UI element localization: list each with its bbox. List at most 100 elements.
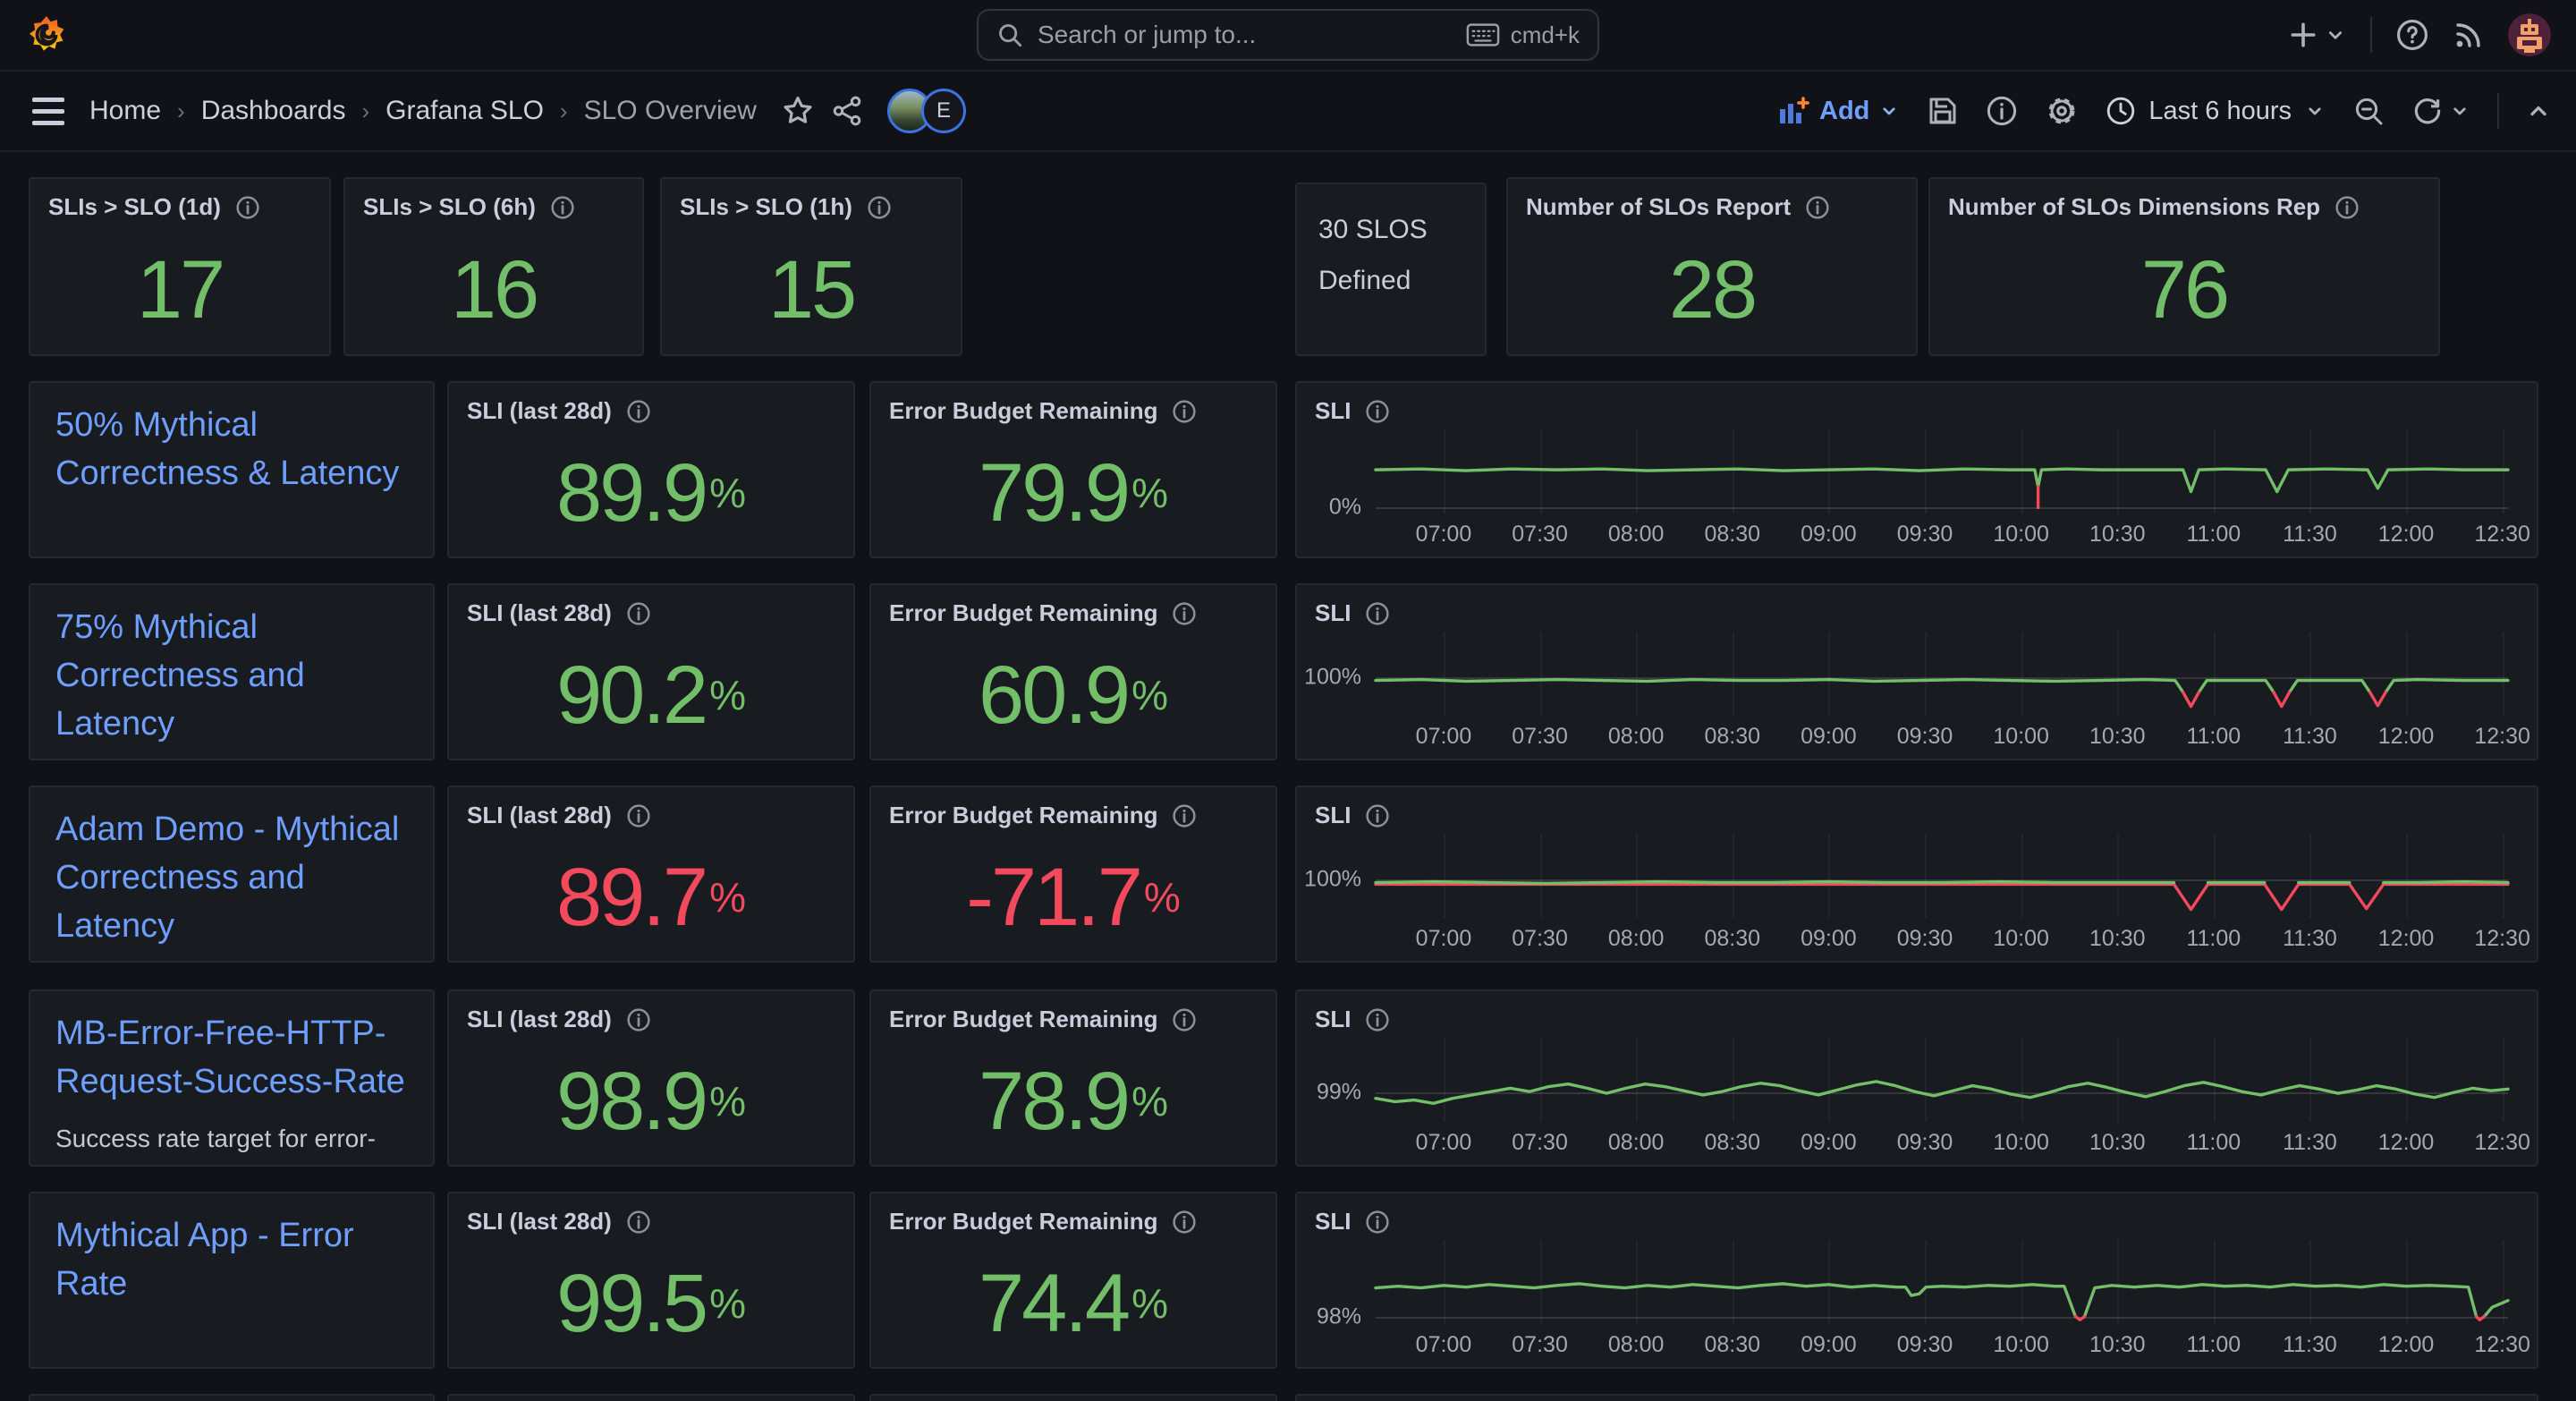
panel-slo-link: Mythical App - Error Rate — [29, 1192, 435, 1369]
grid-line — [2213, 834, 2216, 918]
slo-link[interactable]: 75% Mythical Correctness and Latency — [55, 608, 305, 743]
info-icon[interactable] — [1172, 399, 1197, 424]
breadcrumb-current: SLO Overview — [583, 96, 757, 125]
viewers: E — [886, 89, 966, 133]
slo-link[interactable]: 50% Mythical Correctness & Latency — [55, 406, 400, 492]
menu-toggle[interactable] — [25, 90, 72, 132]
stat-value: 89.7% — [556, 851, 746, 943]
info-icon[interactable] — [1172, 1210, 1197, 1235]
grid-line — [1636, 1038, 1639, 1122]
x-tick-label: 08:30 — [1704, 724, 1761, 749]
slo-description: Success rate target for error-free HTTP … — [55, 1125, 376, 1165]
share-icon[interactable] — [832, 96, 862, 126]
stat-value: 89.9% — [556, 446, 746, 539]
grid-line — [1925, 1240, 1927, 1324]
new-button[interactable] — [2288, 20, 2347, 50]
breadcrumb-dashboards[interactable]: Dashboards — [200, 96, 346, 125]
info-icon[interactable] — [1365, 1210, 1390, 1235]
info-icon[interactable] — [1365, 399, 1390, 424]
breadcrumb-home[interactable]: Home — [89, 96, 162, 125]
info-icon[interactable] — [626, 601, 651, 626]
grid-line — [1636, 834, 1639, 918]
slo-link[interactable]: MB-Error-Free-HTTP-Request-Success-Rate — [55, 1015, 405, 1100]
x-tick-label: 10:00 — [1993, 724, 2049, 749]
gear-icon[interactable] — [2045, 94, 2079, 128]
info-icon[interactable] — [1172, 803, 1197, 828]
x-tick-label: 07:30 — [1512, 926, 1568, 951]
search-input[interactable] — [1038, 21, 1452, 49]
info-icon[interactable] — [550, 195, 575, 220]
slo-link[interactable]: Adam Demo - Mythical Correctness and Lat… — [55, 811, 400, 945]
x-axis-ticks: 07:00 07:30 08:00 08:30 09:00 09:30 10:00 10:30… — [1376, 1129, 2530, 1156]
grid-line — [1539, 1240, 1542, 1324]
grid-line — [1443, 834, 1445, 918]
add-label: Add — [1819, 96, 1870, 125]
grid-line — [2117, 1240, 2120, 1324]
chevron-down-icon — [2453, 107, 2466, 115]
grid-line — [2117, 429, 2120, 514]
chevron-up-icon[interactable] — [2526, 98, 2551, 123]
news-button[interactable] — [2453, 19, 2485, 51]
time-range-picker[interactable]: Last 6 hours — [2106, 96, 2326, 126]
viewer-avatar-letter[interactable]: E — [920, 89, 966, 133]
slo-link[interactable]: Mythical App - Error Rate — [55, 1217, 354, 1303]
toolbar-right: Add La — [1778, 93, 2551, 129]
info-icon[interactable] — [1365, 601, 1390, 626]
x-axis-ticks: 07:00 07:30 08:00 08:30 09:00 09:30 10:00 10:30… — [1376, 521, 2530, 548]
x-tick-label: 12:30 — [2474, 724, 2530, 749]
grid-line — [2406, 429, 2409, 514]
panel-sli-chart: SLI 99% 07:00 07:30 08:00 08:30 09:00 09:30 10:0… — [1295, 989, 2538, 1167]
x-tick-label: 10:00 — [1993, 1332, 2049, 1357]
info-icon[interactable] — [1365, 803, 1390, 828]
grafana-logo-icon[interactable] — [25, 13, 68, 56]
panel-title: Error Budget Remaining — [889, 802, 1158, 828]
dashboard-actions: E — [782, 89, 966, 133]
grid-line — [1732, 632, 1734, 716]
grid-line — [1443, 632, 1445, 716]
info-icon[interactable] — [1805, 195, 1830, 220]
panel-slis-slo-1h: SLIs > SLO (1h) 15 — [660, 177, 962, 356]
refresh-button[interactable] — [2411, 95, 2470, 127]
x-tick-label: 08:30 — [1704, 522, 1761, 547]
breadcrumb-folder[interactable]: Grafana SLO — [386, 96, 544, 125]
shortcut-hint: cmd+k — [1466, 21, 1580, 49]
zoom-out-icon[interactable] — [2352, 95, 2385, 127]
add-panel-button[interactable]: Add — [1778, 97, 1900, 126]
panel-sli-chart: SLI 98% 07:00 07:30 08:00 08:30 09:00 09:30 10:0… — [1295, 1192, 2538, 1369]
grid-line — [2021, 429, 2023, 514]
panel-partial — [869, 1394, 1277, 1401]
save-icon[interactable] — [1927, 95, 1959, 127]
sli-line-chart — [1376, 1240, 2508, 1324]
info-icon[interactable] — [1172, 601, 1197, 626]
info-icon[interactable] — [1365, 1007, 1390, 1032]
panel-error-budget-stat: Error Budget Remaining -71.7% — [869, 785, 1277, 963]
info-icon[interactable] — [1172, 1007, 1197, 1032]
x-tick-label: 08:00 — [1607, 1332, 1665, 1357]
grid-line — [2406, 1240, 2409, 1324]
info-circle-icon[interactable] — [1986, 95, 2018, 127]
info-icon[interactable] — [626, 399, 651, 424]
info-icon[interactable] — [626, 1210, 651, 1235]
panel-title: SLIs > SLO (6h) — [363, 193, 536, 220]
x-tick-label: 10:00 — [1993, 1130, 2049, 1155]
panel-slos-defined: 30 SLOS Defined — [1295, 183, 1487, 356]
info-icon[interactable] — [2334, 195, 2360, 220]
stat-value: 76 — [2140, 243, 2230, 335]
info-icon[interactable] — [867, 195, 892, 220]
grid-line — [2213, 1038, 2216, 1122]
info-icon[interactable] — [626, 803, 651, 828]
panel-partial — [29, 1394, 435, 1401]
star-icon[interactable] — [782, 95, 814, 127]
x-tick-label: 09:30 — [1896, 522, 1953, 547]
help-button[interactable] — [2395, 18, 2429, 52]
info-icon[interactable] — [626, 1007, 651, 1032]
x-tick-label: 07:30 — [1512, 1332, 1568, 1357]
divider — [2370, 17, 2372, 53]
info-icon[interactable] — [235, 195, 260, 220]
time-series-plot: 100% — [1304, 632, 2508, 716]
breadcrumb-separator: › — [177, 97, 185, 124]
x-tick-label: 12:30 — [2474, 926, 2530, 951]
user-avatar[interactable] — [2508, 13, 2551, 56]
panel-partial — [447, 1394, 855, 1401]
x-tick-label: 09:00 — [1801, 522, 1857, 547]
